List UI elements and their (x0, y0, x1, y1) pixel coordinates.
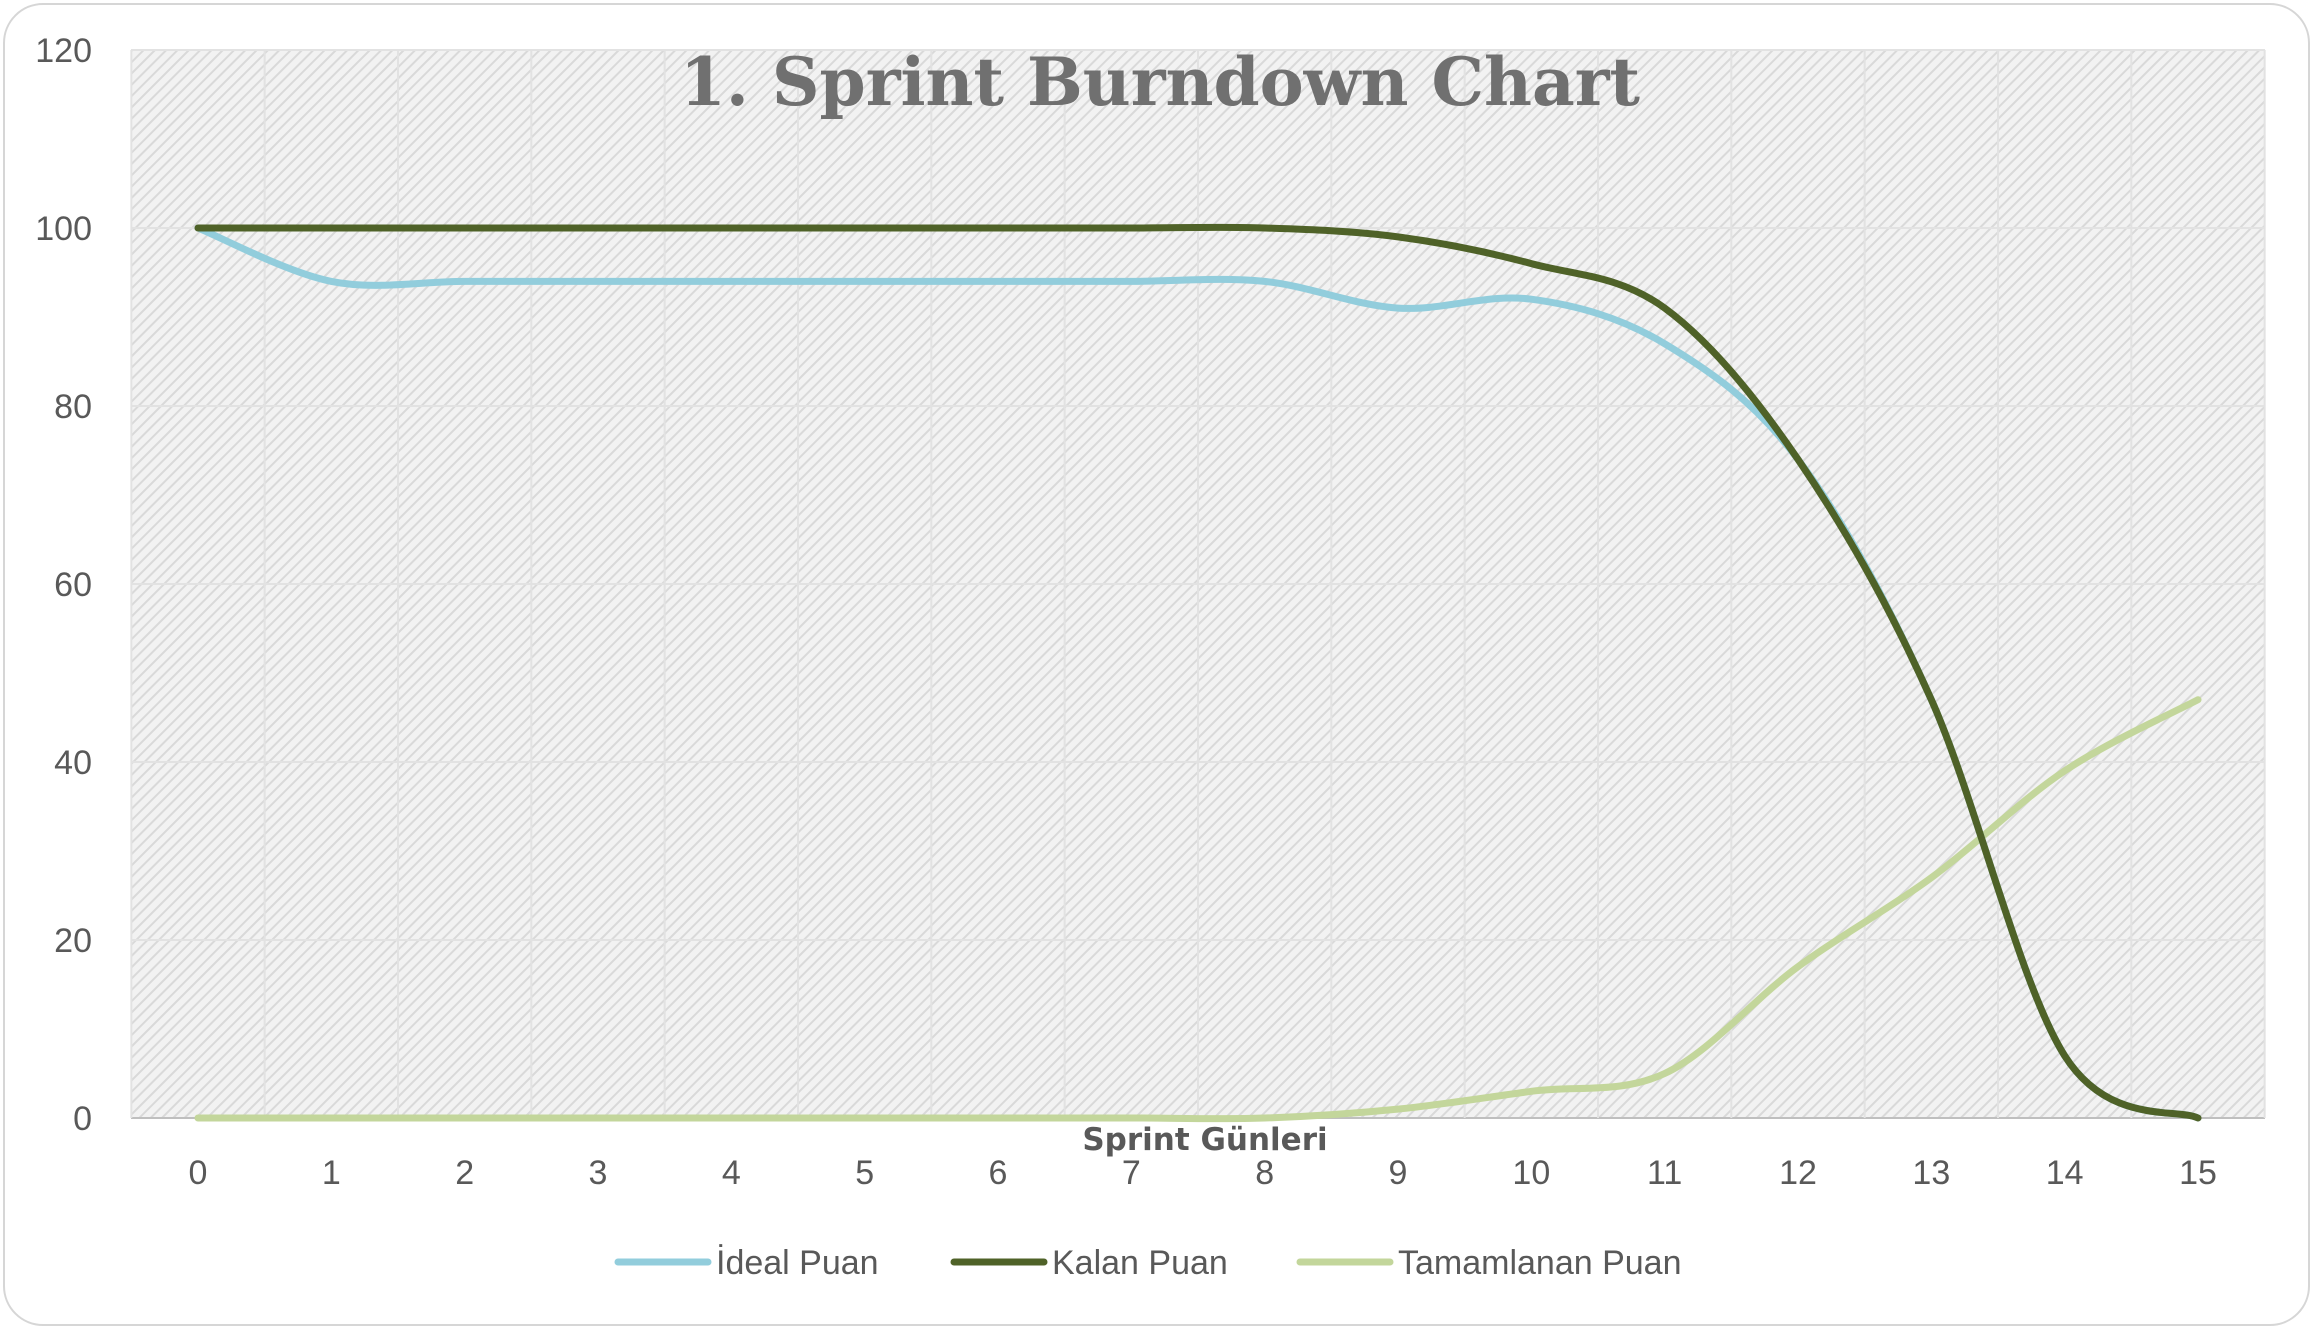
y-tick-label: 0 (73, 1100, 92, 1138)
x-axis-label: Sprint Günleri (1082, 1122, 1327, 1158)
x-tick-label: 6 (989, 1154, 1008, 1192)
x-tick-label: 2 (455, 1154, 474, 1192)
x-tick-label: 14 (2046, 1154, 2084, 1192)
x-tick-label: 5 (855, 1154, 874, 1192)
y-tick-label: 80 (54, 388, 92, 426)
x-tick-label: 10 (1512, 1154, 1550, 1192)
y-axis-ticks: 0 20 40 60 80 100 120 (35, 32, 92, 1138)
y-tick-label: 20 (54, 922, 92, 960)
x-tick-label: 7 (1122, 1154, 1141, 1192)
legend-label: İdeal Puan (716, 1244, 879, 1282)
y-tick-label: 60 (54, 566, 92, 604)
x-tick-label: 0 (189, 1154, 208, 1192)
series-line-2 (194, 696, 2202, 1123)
series-lines (194, 223, 2202, 1123)
y-tick-label: 120 (35, 32, 92, 70)
x-tick-label: 15 (2179, 1154, 2217, 1192)
legend-label: Kalan Puan (1052, 1244, 1228, 1282)
x-tick-label: 3 (589, 1154, 608, 1192)
x-tick-label: 13 (1912, 1154, 1950, 1192)
chart-title: 1. Sprint Burndown Chart (680, 43, 1641, 121)
x-axis-ticks: 0 1 2 3 4 5 6 7 8 9 10 11 12 13 14 15 (189, 1154, 2217, 1192)
x-tick-label: 9 (1389, 1154, 1408, 1192)
series-line-1 (194, 223, 2202, 1122)
y-tick-label: 100 (35, 210, 92, 248)
legend: İdeal Puan Kalan Puan Tamamlanan Puan (614, 1244, 1682, 1282)
y-tick-label: 40 (54, 744, 92, 782)
x-tick-label: 1 (322, 1154, 341, 1192)
x-tick-label: 11 (1647, 1154, 1682, 1192)
x-tick-label: 8 (1255, 1154, 1274, 1192)
x-tick-label: 4 (722, 1154, 741, 1192)
legend-label: Tamamlanan Puan (1398, 1244, 1682, 1282)
x-tick-label: 12 (1779, 1154, 1817, 1192)
